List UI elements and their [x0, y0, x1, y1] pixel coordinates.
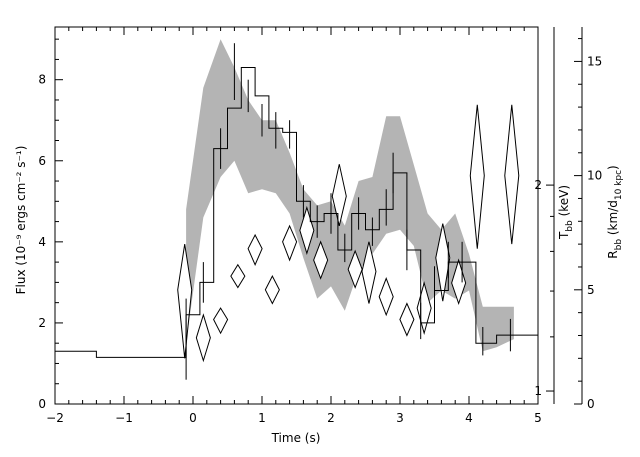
radius-diamond-0	[177, 244, 193, 359]
y-tick-label-2: 4	[38, 235, 46, 249]
rbb-tick-label-1: 5	[587, 283, 595, 297]
kt-band-layer	[186, 39, 514, 352]
axes-layer: −2 −1 0 1 2 3 4 5 0 2 4 6 8 1 2 0 5 10 15	[38, 26, 602, 425]
radius-diamond-14	[416, 281, 432, 336]
radius-diamond-13	[399, 302, 415, 337]
tbb-axis-label: Tbb (keV)	[557, 185, 575, 240]
radius-diamond-4	[247, 233, 263, 266]
radius-diamond-layer	[177, 104, 520, 363]
radius-diamond-1	[195, 313, 211, 363]
rbb-tick-label-2: 10	[587, 169, 602, 183]
radius-diamond-11	[361, 241, 377, 304]
kt-band	[186, 39, 514, 352]
y-tick-label-1: 2	[38, 316, 46, 330]
x-tick-label-0: −2	[46, 411, 64, 425]
radius-diamond-18	[504, 104, 520, 245]
x-tick-label-2: 0	[189, 411, 197, 425]
radius-diamond-15	[435, 223, 451, 302]
x-tick-label-6: 4	[465, 411, 473, 425]
y-axis-label: Flux (10⁻⁹ ergs cm⁻² s⁻¹)	[14, 146, 28, 295]
radius-diamond-10	[347, 249, 363, 289]
tbb-tick-label-0: 1	[534, 384, 542, 398]
radius-diamond-16	[451, 258, 467, 306]
x-tick-label-3: 1	[258, 411, 266, 425]
x-tick-label-7: 5	[534, 411, 542, 425]
rbb-axis-label: Rbb (km/d10 kpc)	[606, 165, 624, 258]
radius-diamond-12	[378, 277, 394, 317]
flux-step-layer	[55, 43, 538, 380]
y-tick-label-3: 6	[38, 154, 46, 168]
radius-diamond-17	[469, 104, 485, 249]
radius-diamond-3	[230, 263, 246, 289]
tbb-tick-label-1: 2	[534, 178, 542, 192]
rbb-tick-label-3: 15	[587, 54, 602, 68]
y-tick-label-0: 0	[38, 397, 46, 411]
x-axis-label: Time (s)	[271, 431, 321, 445]
plot-frame	[54, 26, 539, 405]
y-tick-label-4: 8	[38, 73, 46, 87]
radius-diamond-2	[213, 307, 229, 335]
rbb-tick-label-0: 0	[587, 397, 595, 411]
x-tick-label-5: 3	[396, 411, 404, 425]
radius-diamond-8	[313, 240, 329, 280]
x-tick-label-4: 2	[327, 411, 335, 425]
radius-diamond-5	[264, 275, 280, 305]
radius-diamond-9	[331, 164, 347, 227]
x-tick-label-1: −1	[115, 411, 133, 425]
radius-diamond-6	[282, 224, 298, 262]
